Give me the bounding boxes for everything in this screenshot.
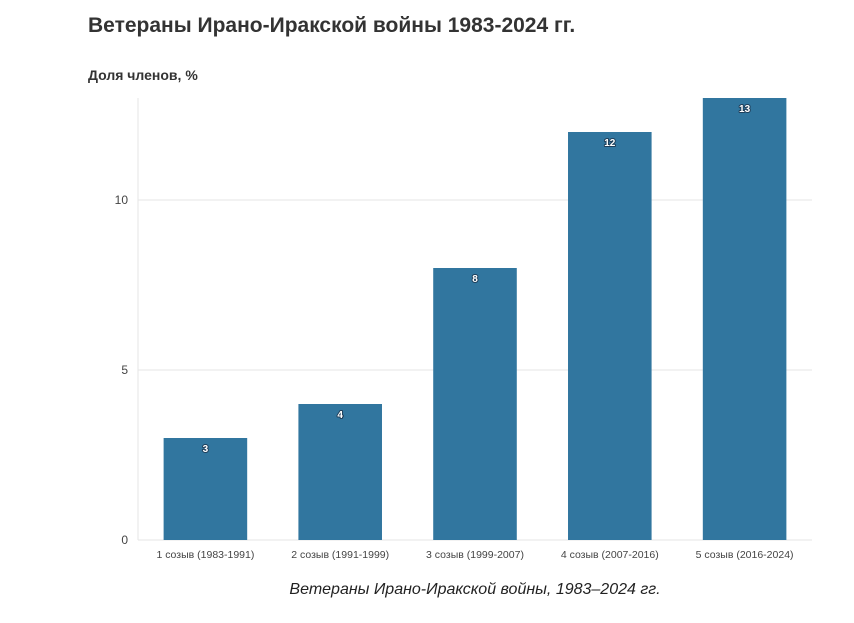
x-tick-label: 1 созыв (1983-1991) — [156, 549, 254, 561]
bar — [568, 132, 652, 540]
data-label: 12 — [604, 138, 616, 149]
x-tick-label: 5 созыв (2016-2024) — [696, 549, 794, 561]
y-tick-label: 10 — [115, 193, 129, 207]
data-label: 13 — [739, 104, 751, 115]
y-tick-label: 0 — [121, 533, 128, 547]
figure-caption: Ветераны Ирано-Иракской войны, 1983–2024… — [289, 581, 661, 598]
data-label: 4 — [337, 410, 343, 421]
x-tick-label: 2 созыв (1991-1999) — [291, 549, 389, 561]
data-label: 3 — [203, 444, 209, 455]
y-tick-label: 5 — [121, 363, 128, 377]
y-axis-title: Доля членов, % — [88, 67, 198, 83]
labels-layer: 0 5 10 3 1 созыв (1983-1991) 4 2 созыв (1991-1… — [115, 103, 794, 561]
bars-layer — [163, 98, 787, 540]
x-tick-label: 4 созыв (2007-2016) — [561, 549, 659, 561]
chart-title: Ветераны Ирано-Иракской войны 1983-2024 … — [88, 14, 576, 37]
bar — [433, 268, 517, 540]
bar — [298, 404, 382, 540]
bar — [702, 98, 787, 540]
data-label: 8 — [472, 274, 478, 285]
bar — [163, 438, 248, 540]
x-tick-label: 3 созыв (1999-2007) — [426, 549, 524, 561]
